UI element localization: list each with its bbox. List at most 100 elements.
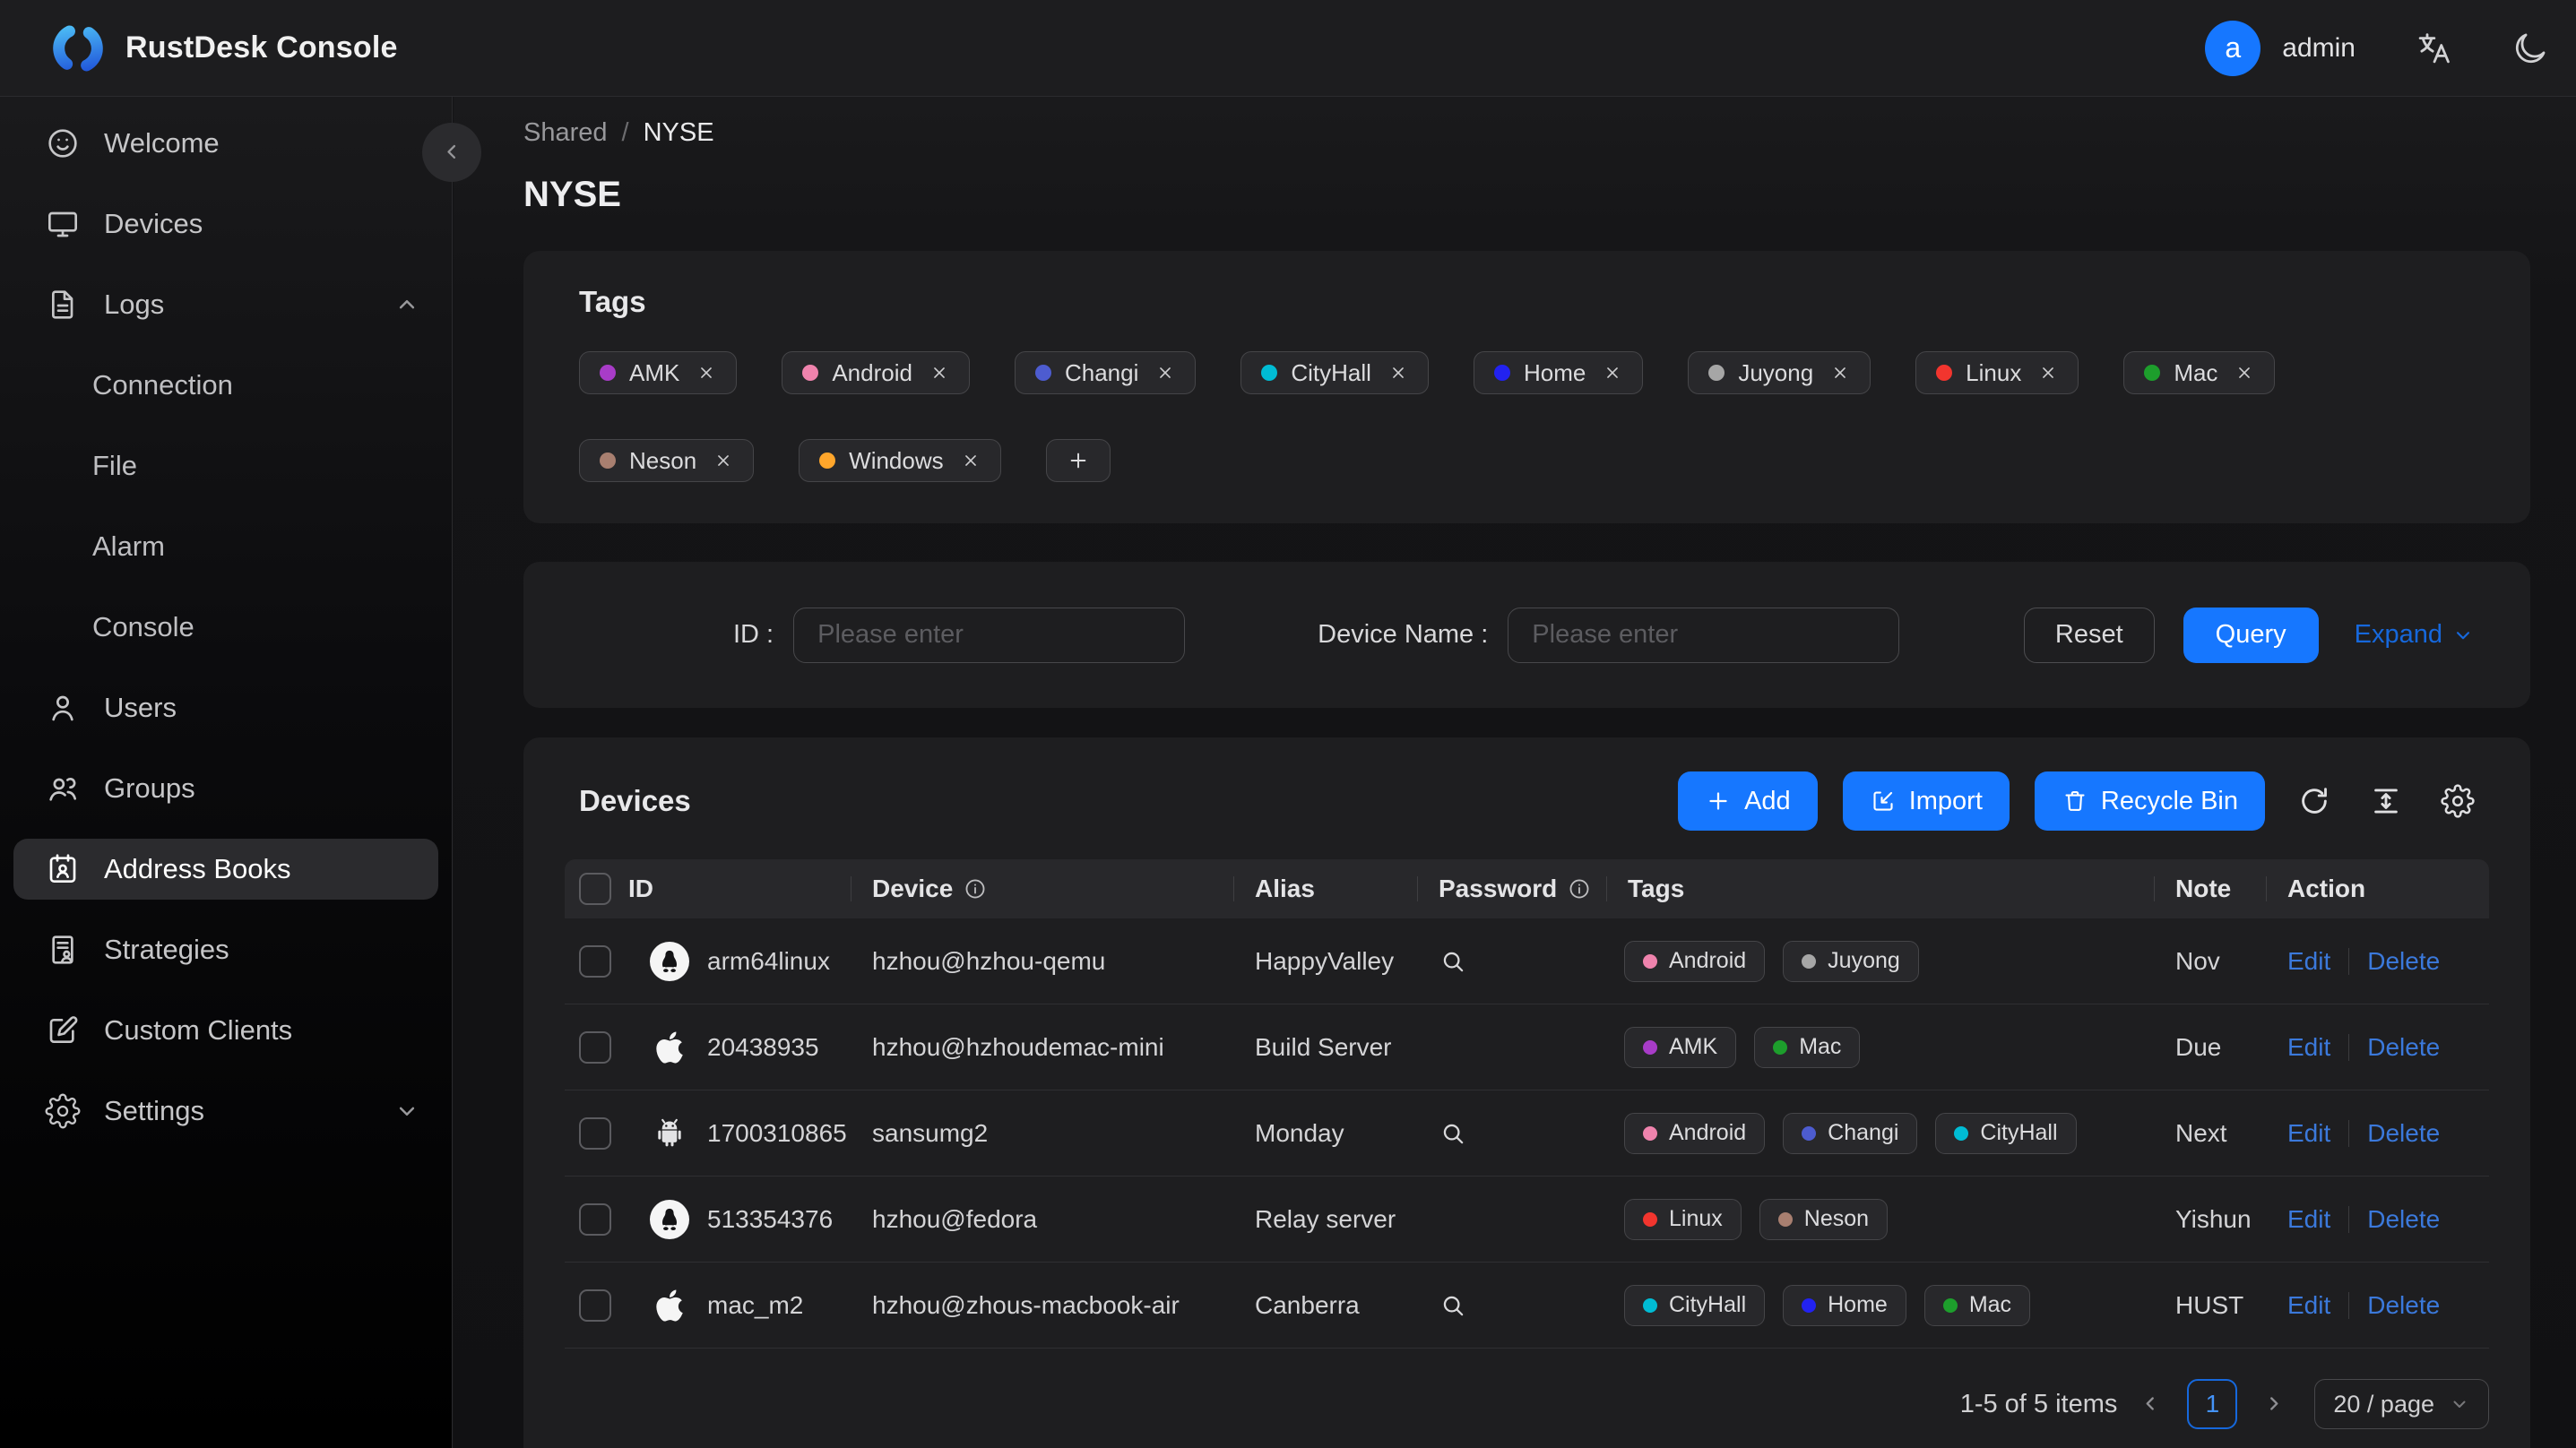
dark-mode-moon-icon[interactable] [2511, 30, 2549, 67]
username-label[interactable]: admin [2282, 32, 2356, 63]
tag-label: Android [1669, 948, 1747, 973]
delete-link[interactable]: Delete [2367, 1204, 2441, 1233]
pagination: 1-5 of 5 items 1 20 / page [565, 1379, 2489, 1429]
action-divider [2348, 1291, 2350, 1319]
query-button[interactable]: Query [2183, 607, 2319, 663]
delete-link[interactable]: Delete [2367, 1290, 2441, 1319]
remove-tag-icon[interactable] [713, 451, 733, 470]
pagination-next-icon[interactable] [2262, 1392, 2286, 1416]
sidebar-collapse-button[interactable] [422, 123, 481, 182]
tags-row: AMK Android Changi CityHall Home Juyong Linux M… [579, 351, 2475, 482]
avatar[interactable]: a [2205, 20, 2261, 76]
recycle-bin-label: Recycle Bin [2100, 786, 2238, 815]
settings-gear-icon[interactable] [2441, 784, 2475, 818]
main-content: Shared / NYSE NYSE Tags AMK Android Changi… [454, 97, 2576, 1448]
info-icon[interactable] [1568, 877, 1591, 901]
edit-link[interactable]: Edit [2287, 1032, 2331, 1061]
device-cell: hzhou@hzhou-qemu [851, 947, 1233, 976]
expand-link[interactable]: Expand [2355, 620, 2475, 650]
sidebar-item-users[interactable]: Users [13, 677, 438, 738]
delete-link[interactable]: Delete [2367, 1032, 2441, 1061]
action-divider [2348, 1119, 2350, 1147]
row-checkbox[interactable] [579, 1116, 611, 1150]
tag-label: Neson [1803, 1206, 1870, 1231]
action-cell: Edit Delete [2266, 947, 2489, 976]
device-id: 513354376 [707, 1204, 834, 1233]
view-password-icon[interactable] [1439, 1291, 1467, 1320]
tag-chip-amk: AMK [1624, 1026, 1737, 1068]
delete-link[interactable]: Delete [2367, 1118, 2441, 1147]
chevron-down-icon [2449, 1393, 2470, 1415]
sidebar-subitem-console[interactable]: Console [13, 597, 438, 658]
pagination-prev-icon[interactable] [2139, 1392, 2162, 1416]
row-height-icon[interactable] [2369, 784, 2403, 818]
breadcrumb-parent[interactable]: Shared [523, 118, 608, 147]
edit-link[interactable]: Edit [2287, 1204, 2331, 1233]
translate-icon[interactable] [2415, 30, 2452, 67]
sidebar-item-settings[interactable]: Settings [13, 1081, 438, 1142]
remove-tag-icon[interactable] [1155, 363, 1175, 383]
info-icon[interactable] [964, 877, 987, 901]
delete-link[interactable]: Delete [2367, 946, 2441, 975]
view-password-icon[interactable] [1439, 947, 1467, 976]
device-name: hzhou@fedora [872, 1204, 1038, 1233]
page-size-value: 20 / page [2333, 1390, 2434, 1418]
remove-tag-icon[interactable] [1388, 363, 1408, 383]
remove-tag-icon[interactable] [2235, 363, 2254, 383]
refresh-icon[interactable] [2297, 784, 2331, 818]
remove-tag-icon[interactable] [696, 363, 716, 383]
sidebar-item-custom-clients[interactable]: Custom Clients [13, 1000, 438, 1061]
sidebar-subitem-file[interactable]: File [13, 435, 438, 496]
sidebar-subitem-connection[interactable]: Connection [13, 355, 438, 416]
rustdesk-logo-icon [50, 21, 106, 76]
sidebar-item-welcome[interactable]: Welcome [13, 113, 438, 174]
remove-tag-icon[interactable] [929, 363, 949, 383]
device-name-filter-input[interactable] [1508, 607, 1900, 663]
monitor-icon [45, 206, 81, 242]
add-device-button[interactable]: Add [1678, 771, 1818, 831]
recycle-bin-button[interactable]: Recycle Bin [2034, 771, 2265, 831]
import-button[interactable]: Import [1842, 771, 2010, 831]
tag-label: CityHall [1291, 358, 1371, 386]
alias-cell: Relay server [1233, 1205, 1417, 1234]
devices-buttons: Add Import Recycle Bin [1678, 771, 2265, 831]
row-checkbox[interactable] [579, 1030, 611, 1064]
remove-tag-icon[interactable] [1830, 363, 1850, 383]
reset-button[interactable]: Reset [2023, 607, 2155, 663]
sidebar-item-groups[interactable]: Groups [13, 758, 438, 819]
import-label: Import [1908, 786, 1983, 815]
row-checkbox[interactable] [579, 1289, 611, 1322]
column-header-tags: Tags [1606, 859, 2154, 918]
view-password-icon[interactable] [1439, 1119, 1467, 1148]
table-tools [2297, 784, 2475, 818]
row-checkbox[interactable] [579, 944, 611, 978]
action-cell: Edit Delete [2266, 1033, 2489, 1062]
tag-label: Home [1523, 358, 1586, 386]
edit-link[interactable]: Edit [2287, 946, 2331, 975]
sidebar-item-address-books[interactable]: Address Books [13, 839, 438, 900]
page-size-select[interactable]: 20 / page [2314, 1379, 2489, 1429]
sidebar-item-strategies[interactable]: Strategies [13, 919, 438, 980]
remove-tag-icon[interactable] [2038, 363, 2058, 383]
action-divider [2348, 1033, 2350, 1061]
tag-color-dot [1643, 953, 1657, 969]
note-text: Yishun [2175, 1204, 2252, 1233]
sidebar-item-logs[interactable]: Logs [13, 274, 438, 335]
edit-link[interactable]: Edit [2287, 1118, 2331, 1147]
id-filter-input[interactable] [793, 607, 1186, 663]
tag-color-dot [1643, 1125, 1657, 1141]
add-tag-button[interactable] [1045, 439, 1111, 482]
row-checkbox[interactable] [579, 1202, 611, 1236]
select-all-checkbox[interactable] [579, 873, 611, 905]
column-header-label: Password [1439, 875, 1558, 902]
sidebar-item-devices[interactable]: Devices [13, 194, 438, 254]
alias-text: Relay server [1255, 1204, 1396, 1233]
pagination-page-1[interactable]: 1 [2187, 1379, 2238, 1429]
edit-link[interactable]: Edit [2287, 1290, 2331, 1319]
remove-tag-icon[interactable] [1603, 363, 1622, 383]
sidebar-subitem-alarm[interactable]: Alarm [13, 516, 438, 577]
tags-card-title: Tags [579, 285, 646, 318]
table-row-arm64linux: arm64linux hzhou@hzhou-qemu HappyValley And… [565, 918, 2489, 1004]
remove-tag-icon[interactable] [961, 451, 981, 470]
column-header-alias: Alias [1233, 859, 1417, 918]
